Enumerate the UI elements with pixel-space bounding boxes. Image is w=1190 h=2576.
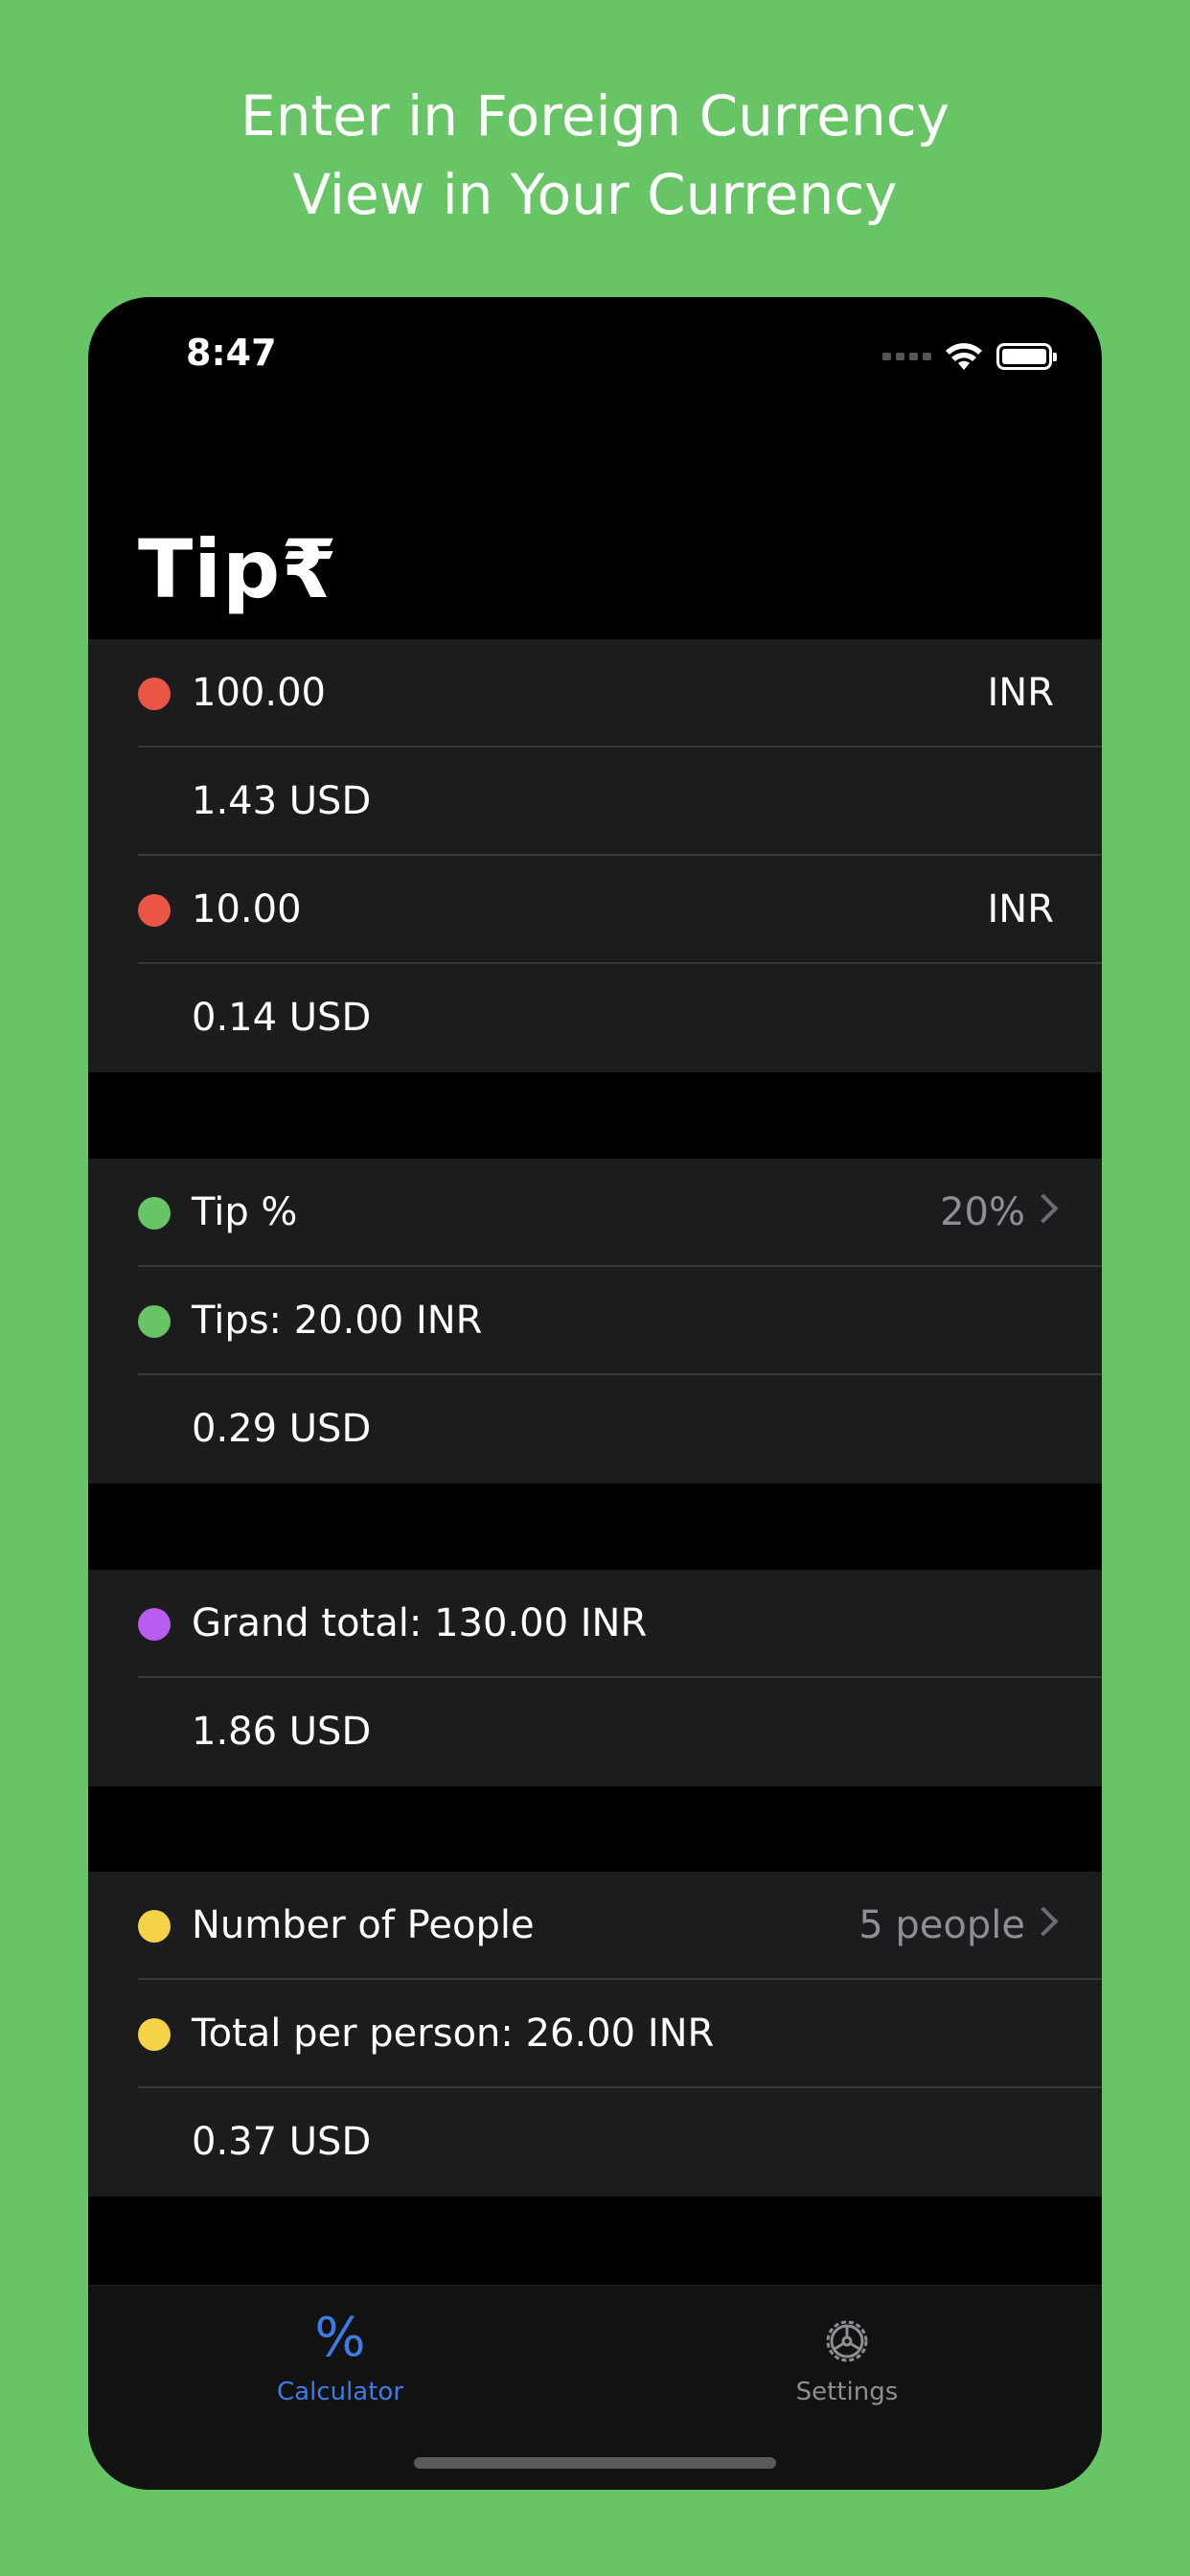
status-icons — [882, 337, 1057, 376]
per-person-amount: Total per person: 26.00 INR — [192, 2012, 715, 2056]
bill-section: 100.00 INR 1.43 USD 10.00 INR 0.14 USD — [88, 639, 1102, 1072]
tips-row: Tips: 20.00 INR — [88, 1267, 1102, 1375]
people-section: Number of People 5 people Total per pers… — [88, 1872, 1102, 2196]
bill-amount-row-2[interactable]: 10.00 INR — [88, 856, 1102, 964]
gear-icon — [703, 2305, 991, 2372]
tips-converted: 0.29 USD — [192, 1407, 372, 1451]
converted-amount-2: 0.14 USD — [192, 996, 372, 1040]
promo-line-1: Enter in Foreign Currency — [240, 83, 950, 149]
home-indicator[interactable] — [414, 2457, 776, 2469]
converted-row-1: 1.43 USD — [88, 748, 1102, 856]
bill-amount-row-1[interactable]: 100.00 INR — [88, 639, 1102, 748]
tips-amount: Tips: 20.00 INR — [192, 1299, 483, 1343]
converted-amount-1: 1.43 USD — [192, 779, 372, 823]
red-dot-icon — [138, 678, 171, 710]
tip-percent-value: 20% — [940, 1190, 1025, 1234]
per-person-converted: 0.37 USD — [192, 2120, 372, 2164]
tab-calculator[interactable]: % Calculator — [196, 2305, 484, 2406]
tips-converted-row: 0.29 USD — [88, 1375, 1102, 1484]
yellow-dot-icon — [138, 2018, 171, 2051]
green-dot-icon — [138, 1305, 171, 1338]
red-dot-icon — [138, 894, 171, 927]
cellular-signal-icon — [882, 353, 931, 360]
percent-icon: % — [314, 2307, 366, 2369]
promo-line-2: View in Your Currency — [292, 162, 898, 227]
tip-percent-row[interactable]: Tip % 20% — [88, 1159, 1102, 1267]
phone-screen: 8:47 Tip₹ 100.00 INR 1.43 USD 10.00 INR … — [88, 297, 1102, 2490]
currency-label-1[interactable]: INR — [987, 671, 1054, 715]
converted-row-2: 0.14 USD — [88, 964, 1102, 1072]
tip-section: Tip % 20% Tips: 20.00 INR 0.29 USD — [88, 1159, 1102, 1484]
status-time: 8:47 — [186, 332, 277, 374]
tab-settings[interactable]: Settings — [703, 2305, 991, 2406]
green-dot-icon — [138, 1197, 171, 1230]
tab-bar: % Calculator Settings — [88, 2285, 1102, 2490]
tab-settings-label: Settings — [795, 2378, 899, 2406]
promo-caption: Enter in Foreign Currency View in Your C… — [0, 77, 1190, 234]
tab-calculator-label: Calculator — [276, 2378, 404, 2406]
per-person-converted-row: 0.37 USD — [88, 2088, 1102, 2196]
grand-total-label: Grand total: 130.00 INR — [192, 1601, 648, 1645]
number-of-people-row[interactable]: Number of People 5 people — [88, 1872, 1102, 1980]
currency-label-2[interactable]: INR — [987, 887, 1054, 932]
grand-total-converted: 1.86 USD — [192, 1710, 372, 1754]
purple-dot-icon — [138, 1608, 171, 1641]
battery-icon — [996, 343, 1057, 370]
app-title: Tip₹ — [138, 522, 338, 616]
tip-percent-label: Tip % — [192, 1190, 298, 1234]
bill-amount-input-2[interactable]: 10.00 — [192, 887, 302, 932]
yellow-dot-icon — [138, 1910, 171, 1943]
chevron-right-icon — [1028, 1193, 1059, 1224]
grand-total-converted-row: 1.86 USD — [88, 1678, 1102, 1786]
chevron-right-icon — [1028, 1906, 1059, 1937]
bill-amount-input-1[interactable]: 100.00 — [192, 671, 326, 715]
number-of-people-value: 5 people — [858, 1903, 1025, 1947]
per-person-row: Total per person: 26.00 INR — [88, 1980, 1102, 2088]
number-of-people-label: Number of People — [192, 1903, 535, 1947]
grand-total-section: Grand total: 130.00 INR 1.86 USD — [88, 1570, 1102, 1786]
wifi-icon — [946, 343, 982, 370]
grand-total-row: Grand total: 130.00 INR — [88, 1570, 1102, 1678]
